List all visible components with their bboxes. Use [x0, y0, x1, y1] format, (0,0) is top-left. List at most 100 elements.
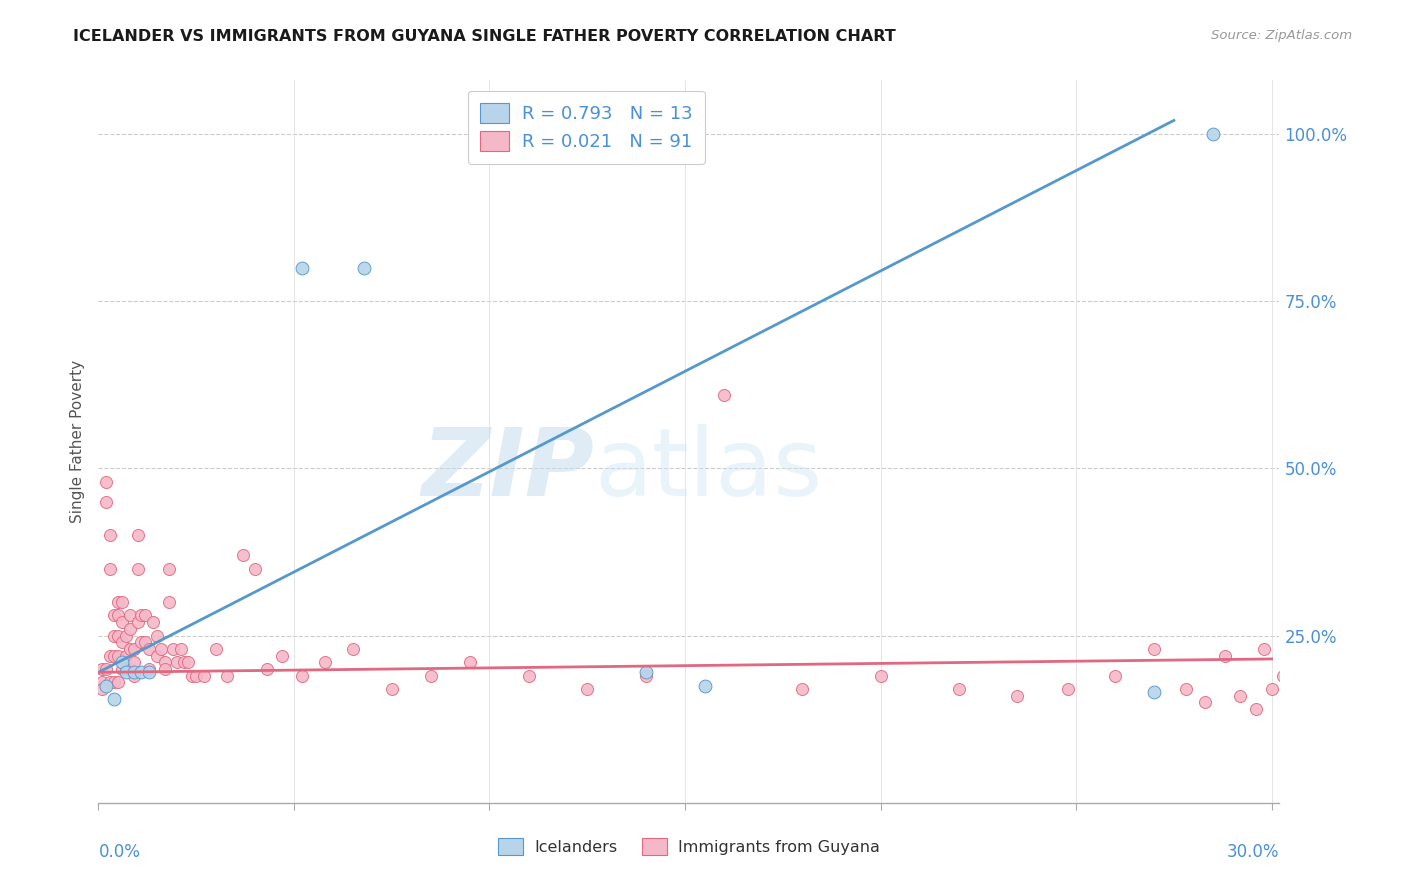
Point	[114, 665, 136, 680]
Point	[693, 679, 716, 693]
Point	[1143, 642, 1166, 657]
Point	[1007, 689, 1029, 703]
Point	[114, 628, 136, 642]
Point	[107, 628, 129, 642]
Point	[232, 548, 254, 563]
Point	[353, 260, 375, 275]
Text: 30.0%: 30.0%	[1227, 843, 1279, 861]
Point	[134, 608, 156, 623]
Point	[381, 681, 404, 696]
Point	[98, 675, 121, 690]
Point	[91, 662, 114, 676]
Point	[162, 642, 184, 657]
Point	[138, 662, 160, 676]
Point	[134, 635, 156, 649]
Point	[96, 494, 118, 508]
Point	[103, 692, 125, 706]
Point	[576, 681, 599, 696]
Point	[96, 679, 118, 693]
Point	[1253, 642, 1275, 657]
Point	[1143, 685, 1166, 699]
Point	[291, 669, 314, 683]
Point	[271, 648, 294, 663]
Point	[107, 608, 129, 623]
Point	[127, 615, 149, 630]
Point	[103, 675, 125, 690]
Text: Source: ZipAtlas.com: Source: ZipAtlas.com	[1212, 29, 1353, 42]
Point	[127, 562, 149, 576]
Point	[177, 655, 200, 669]
Point	[122, 665, 145, 680]
Point	[98, 562, 121, 576]
Point	[458, 655, 481, 669]
Point	[713, 387, 735, 401]
Point	[1299, 675, 1322, 690]
Point	[138, 642, 160, 657]
Point	[342, 642, 364, 657]
Point	[118, 608, 141, 623]
Point	[1104, 669, 1126, 683]
Point	[96, 475, 118, 489]
Point	[634, 665, 657, 680]
Point	[111, 595, 134, 609]
Point	[98, 528, 121, 542]
Point	[122, 669, 145, 683]
Point	[217, 669, 239, 683]
Point	[157, 562, 180, 576]
Point	[181, 669, 204, 683]
Point	[291, 260, 314, 275]
Point	[1260, 681, 1282, 696]
Point	[153, 662, 176, 676]
Point	[146, 648, 169, 663]
Legend: Icelanders, Immigrants from Guyana: Icelanders, Immigrants from Guyana	[489, 830, 889, 863]
Point	[107, 595, 129, 609]
Point	[103, 628, 125, 642]
Point	[103, 608, 125, 623]
Point	[1202, 127, 1225, 141]
Point	[131, 665, 153, 680]
Point	[314, 655, 336, 669]
Point	[1213, 648, 1236, 663]
Point	[111, 655, 134, 669]
Point	[169, 642, 191, 657]
Point	[131, 635, 153, 649]
Point	[118, 662, 141, 676]
Point	[146, 628, 169, 642]
Point	[634, 669, 657, 683]
Point	[91, 675, 114, 690]
Point	[1057, 681, 1080, 696]
Point	[166, 655, 188, 669]
Point	[948, 681, 970, 696]
Point	[1229, 689, 1251, 703]
Point	[107, 648, 129, 663]
Point	[157, 595, 180, 609]
Point	[173, 655, 195, 669]
Point	[243, 562, 266, 576]
Point	[1288, 689, 1310, 703]
Point	[1244, 702, 1267, 716]
Point	[256, 662, 278, 676]
Point	[792, 681, 814, 696]
Point	[127, 528, 149, 542]
Point	[153, 655, 176, 669]
Point	[111, 635, 134, 649]
Point	[118, 622, 141, 636]
Point	[1272, 669, 1295, 683]
Point	[131, 608, 153, 623]
Text: ICELANDER VS IMMIGRANTS FROM GUYANA SINGLE FATHER POVERTY CORRELATION CHART: ICELANDER VS IMMIGRANTS FROM GUYANA SING…	[73, 29, 896, 44]
Point	[1194, 696, 1216, 710]
Point	[193, 669, 215, 683]
Point	[142, 615, 165, 630]
Point	[150, 642, 173, 657]
Point	[111, 662, 134, 676]
Point	[869, 669, 891, 683]
Point	[91, 681, 114, 696]
Point	[96, 662, 118, 676]
Point	[1174, 681, 1197, 696]
Point	[107, 675, 129, 690]
Point	[419, 669, 441, 683]
Point	[111, 615, 134, 630]
Point	[98, 648, 121, 663]
Point	[118, 642, 141, 657]
Text: atlas: atlas	[595, 425, 823, 516]
